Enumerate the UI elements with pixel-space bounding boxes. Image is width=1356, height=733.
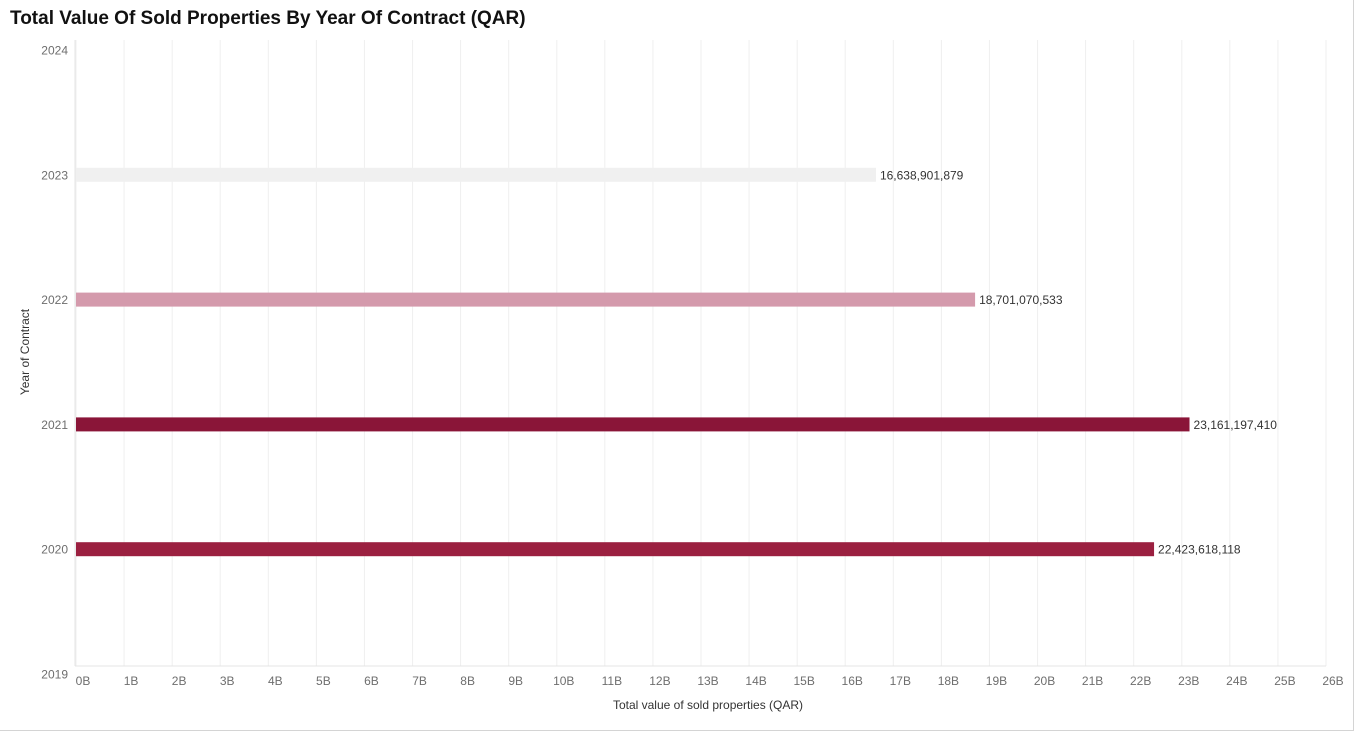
x-tick-label: 3B <box>220 674 235 688</box>
x-tick-label: 21B <box>1082 674 1103 688</box>
x-tick-label: 14B <box>745 674 766 688</box>
chart-title: Total Value Of Sold Properties By Year O… <box>10 8 526 29</box>
x-tick-label: 2B <box>172 674 187 688</box>
x-tick-label: 10B <box>553 674 574 688</box>
data-label-2021: 23,161,197,410 <box>1194 418 1278 432</box>
x-tick-label: 5B <box>316 674 331 688</box>
x-tick-label: 24B <box>1226 674 1247 688</box>
x-tick-label: 9B <box>508 674 523 688</box>
bar-2022 <box>76 292 976 307</box>
x-tick-label: 11B <box>602 674 622 688</box>
bar-2023 <box>76 167 876 182</box>
data-label-2023: 16,638,901,879 <box>880 168 964 182</box>
x-tick-label: 26B <box>1322 674 1343 688</box>
x-tick-label: 23B <box>1178 674 1199 688</box>
y-tick-label: 2022 <box>41 293 68 307</box>
x-tick-label: 0B <box>76 674 91 688</box>
x-tick-label: 18B <box>938 674 959 688</box>
x-tick-label: 8B <box>460 674 475 688</box>
x-tick-label: 15B <box>793 674 814 688</box>
y-axis-title: Year of Contract <box>18 308 32 395</box>
data-labels: 16,638,901,879 18,701,070,533 23,161,197,4… <box>880 168 1277 556</box>
bar-2021 <box>76 417 1190 432</box>
x-tick-label: 16B <box>842 674 863 688</box>
bars <box>76 167 1190 557</box>
x-tick-label: 4B <box>268 674 283 688</box>
x-tick-label: 20B <box>1034 674 1055 688</box>
x-axis-title: Total value of sold properties (QAR) <box>613 698 803 712</box>
x-tick-label: 17B <box>890 674 911 688</box>
x-axis-ticks: 0B 1B 2B 3B 4B 5B 6B 7B 8B 9B 10B 11B 12B 13B 14B 15B 16… <box>76 674 1344 688</box>
y-tick-label: 2023 <box>41 168 68 182</box>
y-tick-label: 2019 <box>41 668 68 682</box>
y-tick-label: 2024 <box>41 44 68 58</box>
x-tick-label: 7B <box>412 674 427 688</box>
data-label-2022: 18,701,070,533 <box>979 293 1063 307</box>
x-tick-label: 22B <box>1130 674 1151 688</box>
gridlines <box>74 40 1327 667</box>
x-tick-label: 25B <box>1274 674 1295 688</box>
x-tick-label: 1B <box>124 674 139 688</box>
y-axis-ticks: 2024 2023 2022 2021 2020 2019 <box>41 44 68 682</box>
y-tick-label: 2021 <box>41 418 68 432</box>
data-label-2020: 22,423,618,118 <box>1158 543 1241 557</box>
y-tick-label: 2020 <box>41 543 68 557</box>
x-tick-label: 19B <box>986 674 1007 688</box>
x-tick-label: 6B <box>364 674 379 688</box>
bar-2020 <box>76 542 1155 557</box>
x-tick-label: 13B <box>697 674 718 688</box>
x-tick-label: 12B <box>649 674 670 688</box>
